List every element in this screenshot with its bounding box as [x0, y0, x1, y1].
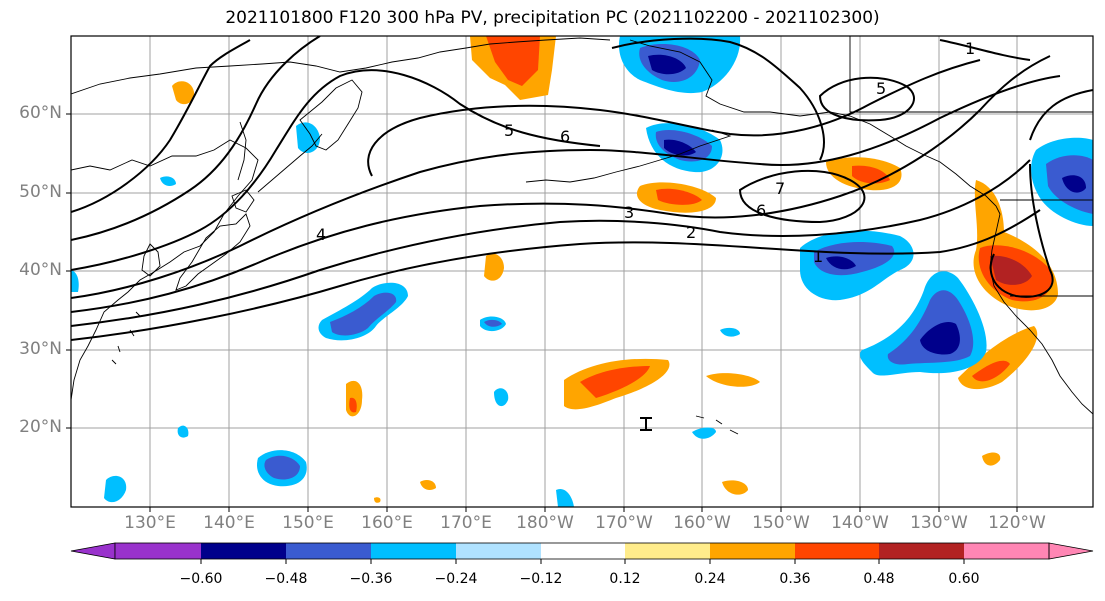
colorbar-segment — [115, 543, 201, 559]
contour-label: 3 — [624, 203, 634, 222]
contour-label: 2 — [686, 223, 696, 242]
positive-anomalies — [172, 36, 1058, 503]
lon-ticks — [149, 507, 1018, 512]
lon-label: 170°E — [440, 513, 492, 533]
lon-label: 130°W — [910, 513, 968, 533]
colorbar-segment — [964, 543, 1049, 559]
colorbar-tick-label: −0.60 — [179, 571, 223, 587]
colorbar-segment — [201, 543, 286, 559]
contour-label: 1 — [813, 247, 823, 266]
lon-label: 170°W — [595, 513, 653, 533]
lon-label: 140°E — [203, 513, 255, 533]
contour-label: 5 — [876, 79, 886, 98]
lon-label: 120°W — [988, 513, 1046, 533]
colorbar-tick-label: −0.36 — [349, 571, 393, 587]
contour-label: 6 — [756, 201, 766, 220]
lon-label: 150°W — [752, 513, 810, 533]
colorbar-tick-label: 0.48 — [863, 571, 895, 587]
colorbar-tick-label: 0.12 — [609, 571, 641, 587]
contour-label: 6 — [560, 127, 570, 146]
lat-label: 20°N — [19, 417, 62, 437]
colorbar-extend-high — [1048, 542, 1094, 560]
contour-labels: 1 2 3 4 5 6 6 5 7 1 — [316, 39, 975, 266]
map-title: 2021101800 F120 300 hPa PV, precipitatio… — [225, 8, 880, 28]
colorbar-tick-label: −0.24 — [434, 571, 478, 587]
contour-label: 4 — [316, 225, 326, 244]
lon-label: 180°W — [516, 513, 574, 533]
colorbar-segment — [456, 543, 541, 559]
lat-ticks — [66, 113, 71, 429]
lon-label: 160°W — [673, 513, 731, 533]
colorbar-tick-label: −0.48 — [264, 571, 308, 587]
colorbar-segment — [879, 543, 964, 559]
colorbar-segment — [286, 543, 371, 559]
colorbar-segment — [795, 543, 879, 559]
lon-label: 160°E — [361, 513, 413, 533]
colorbar-segment — [710, 543, 795, 559]
colorbar — [70, 542, 1094, 564]
colorbar-outline — [114, 542, 1050, 560]
colorbar-tick-label: 0.24 — [694, 571, 726, 587]
lat-label: 50°N — [19, 182, 62, 202]
colorbar-tick-label: 0.36 — [779, 571, 811, 587]
colorbar-tick-label: 0.60 — [948, 571, 980, 587]
lat-label: 40°N — [19, 260, 62, 280]
contour-label: 7 — [775, 179, 785, 198]
lon-label: 150°E — [282, 513, 334, 533]
colorbar-segment — [541, 543, 625, 559]
lat-label: 30°N — [19, 339, 62, 359]
colorbar-tick-label: −0.12 — [519, 571, 563, 587]
lat-label: 60°N — [19, 103, 62, 123]
colorbar-segment — [625, 543, 710, 559]
map-layers: 1 2 3 4 5 6 6 5 7 1 — [71, 36, 1093, 507]
colorbar-extend-low — [70, 542, 116, 560]
pv-contours — [71, 36, 1093, 431]
lon-label: 140°W — [831, 513, 889, 533]
contour-label: 5 — [504, 121, 514, 140]
contour-label: 1 — [965, 39, 975, 58]
coastlines — [71, 36, 1093, 435]
colorbar-segment — [371, 543, 456, 559]
lon-label: 130°E — [124, 513, 176, 533]
